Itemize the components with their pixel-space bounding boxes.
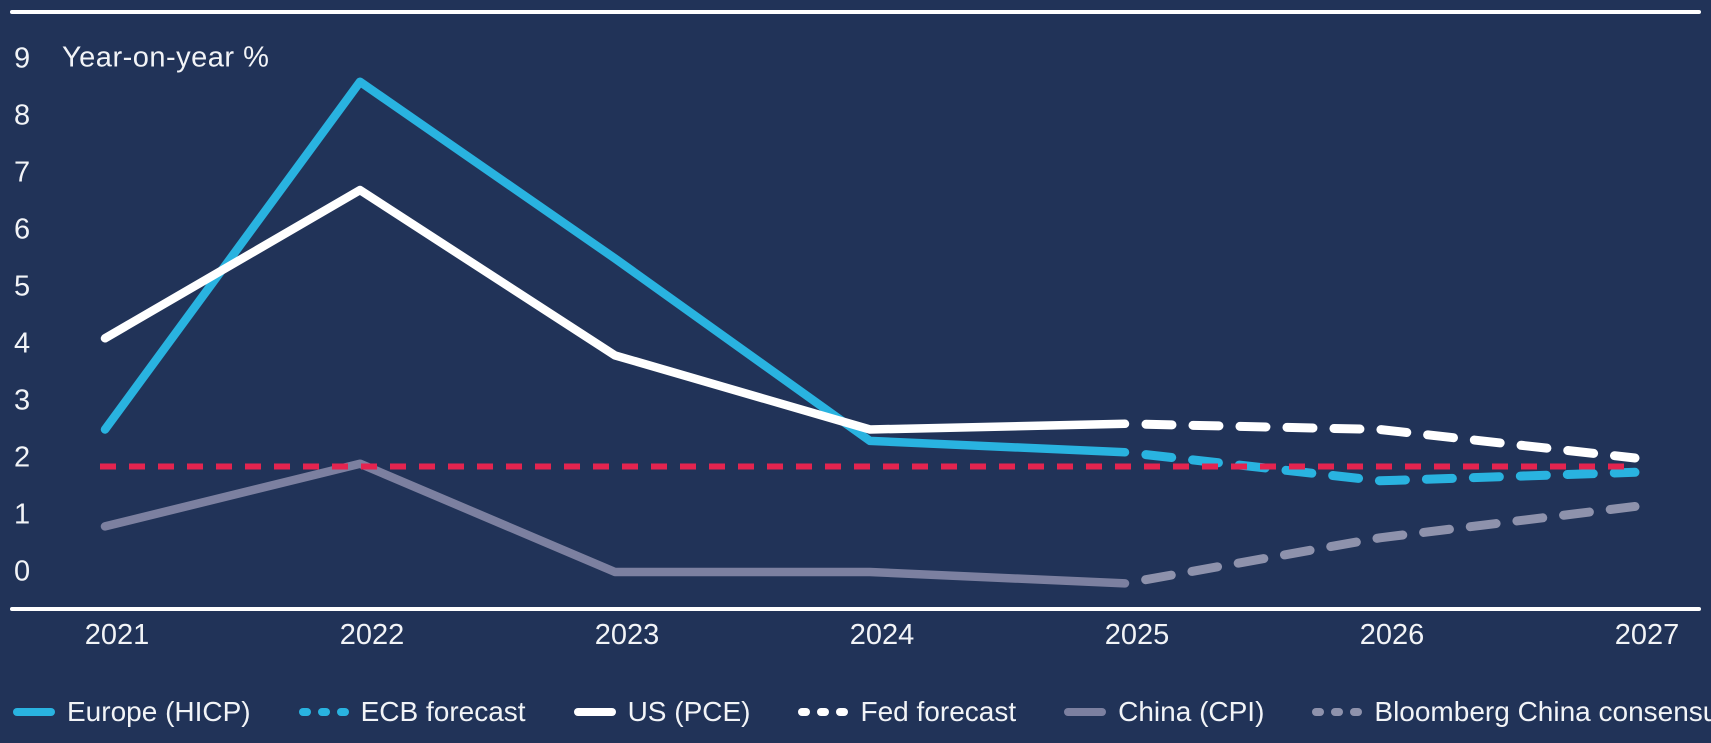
legend-swatch-dashed	[298, 708, 349, 716]
x-tick-label: 2023	[594, 619, 660, 651]
legend-label: Bloomberg China consensus	[1374, 696, 1711, 727]
y-tick-label: 3	[14, 384, 31, 417]
x-tick-label: 2027	[1614, 619, 1680, 651]
y-axis-title: Year-on-year %	[62, 41, 270, 74]
series-line-bloomberg-china-consensus	[1120, 501, 1640, 588]
legend-label: China (CPI)	[1118, 696, 1265, 727]
legend-item-ecb-forecast: ECB forecast	[298, 696, 526, 728]
legend-item-bloomberg-china-consensus: Bloomberg China consensus	[1312, 696, 1711, 728]
series-line-ecb-forecast	[1120, 447, 1640, 486]
legend-swatch-solid	[573, 708, 616, 716]
y-tick-label: 4	[14, 327, 31, 360]
top-border-rule	[10, 10, 1701, 14]
legend-swatch-solid	[1064, 708, 1107, 716]
y-tick-label: 5	[14, 270, 31, 303]
legend-label: US (PCE)	[627, 696, 751, 727]
y-tick-label: 2	[14, 441, 31, 474]
y-tick-label: 1	[14, 498, 31, 531]
x-tick-label: 2022	[339, 619, 405, 651]
series-line-us-pce	[100, 185, 1130, 434]
legend-label: Europe (HICP)	[67, 696, 251, 727]
legend-swatch-solid	[13, 708, 55, 716]
legend-item-china-cpi: China (CPI)	[1064, 696, 1264, 728]
x-axis-rule	[10, 607, 1701, 611]
series-line-china-cpi	[100, 459, 1130, 588]
x-tick-label: 2021	[84, 619, 150, 651]
y-tick-label: 8	[14, 99, 31, 132]
legend-item-fed-forecast: Fed forecast	[798, 696, 1016, 728]
legend: Europe (HICP) ECB forecast US (PCE) Fed for…	[13, 696, 1711, 728]
x-tick-label: 2024	[849, 619, 915, 651]
y-tick-label: 6	[14, 213, 31, 246]
series-line-europe-hicp	[100, 77, 1130, 457]
legend-swatch-dashed	[1312, 708, 1363, 716]
x-tick-label: 2025	[1104, 619, 1170, 651]
y-tick-label: 9	[14, 42, 31, 75]
legend-label: Fed forecast	[860, 696, 1017, 727]
y-tick-label: 7	[14, 156, 31, 189]
legend-swatch-dashed	[798, 708, 849, 716]
series-line-fed-forecast	[1120, 419, 1640, 463]
y-tick-label: 0	[14, 555, 31, 588]
legend-label: ECB forecast	[360, 696, 526, 727]
x-tick-label: 2026	[1359, 619, 1425, 651]
legend-item-us-pce: US (PCE)	[573, 696, 751, 728]
legend-item-europe-hicp: Europe (HICP)	[13, 696, 251, 728]
